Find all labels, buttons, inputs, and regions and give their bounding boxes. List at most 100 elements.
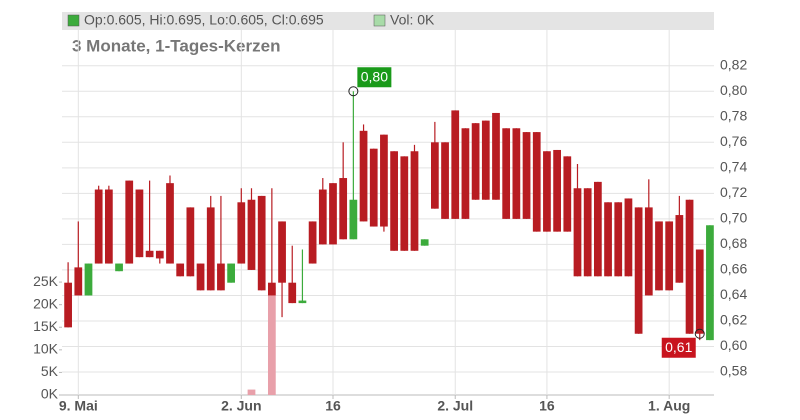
candle-body	[655, 221, 663, 291]
y-tick-label: 0,78	[720, 107, 747, 123]
candle-body	[94, 189, 103, 264]
candle-body	[532, 132, 541, 232]
candle-body	[614, 202, 623, 277]
annotation-box	[357, 67, 392, 88]
candle-body	[369, 148, 378, 227]
candle-body	[675, 215, 684, 283]
candle-body	[125, 180, 134, 264]
y-tick-label: 0,62	[720, 312, 747, 328]
candle-body	[359, 130, 368, 222]
candle-body	[481, 120, 490, 200]
candle-body	[64, 282, 72, 328]
x-tick-label: 9. Mai	[59, 398, 98, 414]
annotation-label: 0,61	[665, 339, 692, 355]
y2-tick-label: 0K	[41, 386, 59, 402]
legend-label: Op:0.605, Hi:0.695, Lo:0.605, Cl:0.695	[84, 12, 324, 28]
chart-subtitle: 3 Monate, 1-Tages-Kerzen	[72, 36, 280, 55]
candle-body	[186, 207, 195, 277]
y2-tick-label: 5K	[41, 363, 59, 379]
candle-body	[247, 199, 256, 270]
x-tick-label: 16	[325, 398, 341, 414]
candle-body	[267, 282, 276, 296]
y2-tick-label: 20K	[33, 295, 59, 311]
legend-swatch	[373, 14, 386, 27]
candle-body	[624, 198, 633, 277]
candle-body	[84, 263, 93, 296]
candle-body	[604, 202, 612, 277]
y2-tick-label: 10K	[33, 341, 59, 357]
candle-body	[349, 199, 358, 240]
candle-body	[665, 221, 674, 291]
candle-body	[318, 189, 327, 245]
y-tick-label: 0,72	[720, 184, 747, 200]
y2-tick-label: 25K	[33, 273, 59, 289]
candle-body	[593, 181, 602, 277]
y-tick-label: 0,82	[720, 56, 747, 72]
candle-body	[706, 225, 714, 341]
y2-tick-label: 15K	[33, 318, 59, 334]
candle-body	[512, 128, 521, 219]
candle-body	[257, 195, 266, 291]
candle-body	[685, 199, 694, 334]
candle-body	[288, 282, 297, 304]
y-tick-label: 0,70	[720, 210, 747, 226]
candle-body	[471, 123, 480, 200]
candle-body	[430, 142, 439, 209]
candle-body	[410, 151, 419, 251]
candle-body	[390, 151, 398, 251]
candle-body	[308, 221, 317, 264]
candle-body	[298, 300, 307, 304]
candle-body	[441, 142, 449, 219]
candle-body	[115, 263, 123, 272]
annotation-box	[661, 337, 696, 358]
candle-body	[573, 188, 582, 277]
x-tick-label: 16	[539, 398, 555, 414]
candle-body	[563, 156, 572, 232]
candle-body	[553, 149, 561, 232]
candle-body	[695, 249, 704, 334]
x-tick-label: 1. Aug	[648, 398, 690, 414]
candle-body	[278, 221, 286, 283]
candle-body	[217, 263, 225, 291]
candle-body	[135, 189, 144, 258]
legend-swatch	[67, 14, 80, 27]
annotation-marker	[348, 86, 359, 97]
y-tick-label: 0,68	[720, 235, 747, 251]
candle-body	[329, 183, 337, 245]
y-tick-label: 0,58	[720, 363, 747, 379]
y-tick-label: 0,80	[720, 82, 747, 98]
plot	[59, 30, 714, 399]
candle-body	[155, 250, 164, 259]
candle-body	[461, 128, 470, 219]
annotation-label: 0,80	[361, 68, 388, 84]
candle-body	[451, 110, 460, 219]
y-tick-label: 0,76	[720, 133, 747, 149]
candle-body	[644, 207, 653, 296]
candle-body	[420, 239, 429, 246]
candle-body	[176, 263, 185, 277]
candle-body	[206, 207, 215, 291]
candle-body	[227, 263, 235, 283]
candle-body	[502, 128, 511, 219]
annotation-marker	[694, 328, 705, 339]
header-bar	[62, 12, 714, 30]
y-tick-label: 0,74	[720, 159, 747, 175]
candle-body	[583, 188, 592, 277]
candle-body	[104, 189, 113, 264]
y-tick-label: 0,64	[720, 286, 747, 302]
x-tick-label: 2. Jul	[437, 398, 473, 414]
candle-body	[166, 183, 174, 264]
volume-bar	[267, 286, 276, 395]
candle-body	[237, 202, 246, 264]
candle-body	[634, 207, 643, 334]
candle-body	[522, 132, 531, 219]
candle-body	[74, 267, 83, 296]
candle-body	[196, 263, 205, 291]
candle-body	[492, 112, 500, 200]
legend-label: Vol: 0K	[390, 12, 435, 28]
volume-bar	[247, 389, 256, 395]
y-tick-label: 0,66	[720, 261, 747, 277]
candle-body	[543, 151, 551, 232]
candle-body	[339, 178, 348, 240]
